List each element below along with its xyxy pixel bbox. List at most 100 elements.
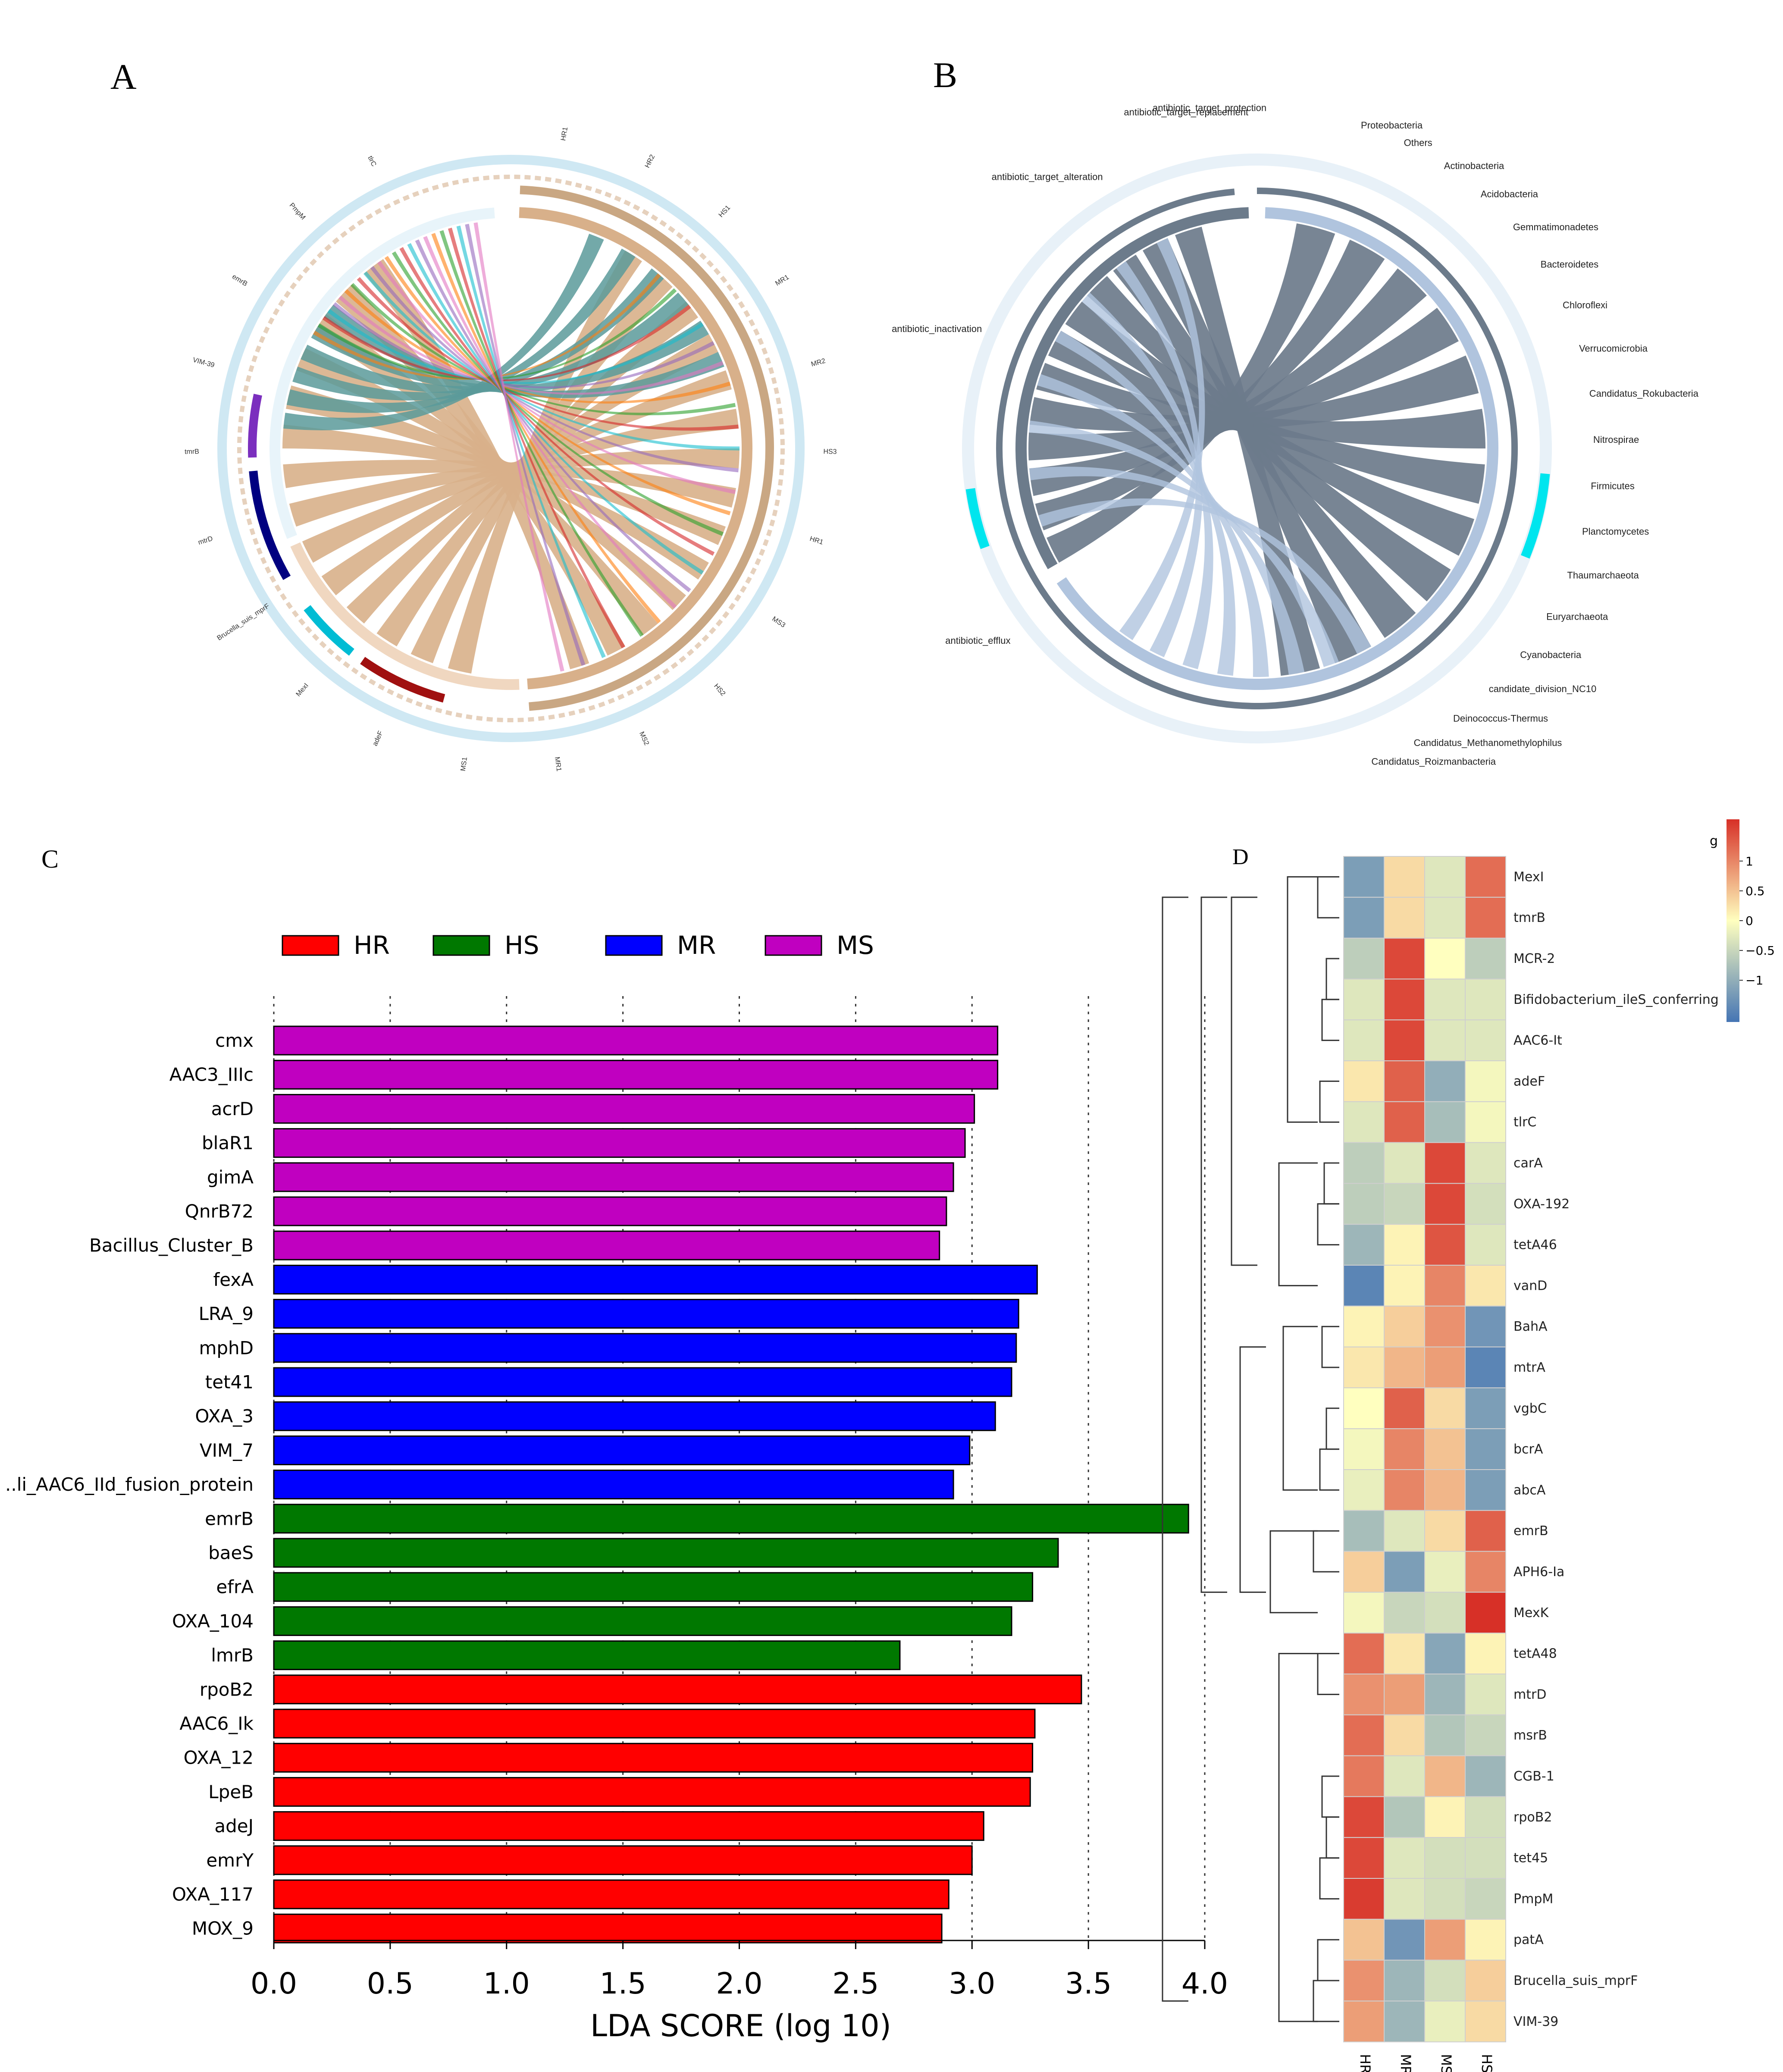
d-colorbar-tick-label: 0.5	[1745, 884, 1765, 898]
c-bar	[273, 1264, 1038, 1295]
d-heatmap-cell	[1343, 1837, 1385, 1879]
d-heatmap-cell	[1343, 1019, 1385, 1061]
d-heatmap-cell	[1343, 1592, 1385, 1634]
d-heatmap-cell	[1424, 1265, 1466, 1307]
c-category-labels: cmx AAC3_IIIc acrD blaR1 gimA QnrB72 Bacillus_…	[5, 1030, 254, 1939]
c-category-label: emrB	[205, 1508, 254, 1529]
d-heatmap-cell	[1424, 856, 1466, 898]
c-bar	[273, 1777, 1031, 1807]
c-bar	[273, 1470, 954, 1500]
d-heatmap-cell	[1384, 1959, 1425, 2002]
d-dendro-branch	[1317, 1653, 1339, 1695]
d-heatmap-cell	[1343, 1101, 1385, 1143]
d-heatmap-cell	[1343, 1060, 1385, 1102]
c-category-label: baeS	[208, 1542, 254, 1564]
c-category-label: OXA_117	[172, 1884, 254, 1905]
c-category-label: emrY	[206, 1849, 254, 1871]
d-heatmap-cell	[1343, 1755, 1385, 1797]
d-heatmap-cell	[1343, 978, 1385, 1021]
d-heatmap-cell	[1384, 1305, 1425, 1348]
c-bar	[273, 1811, 984, 1841]
d-dendro-branch	[1319, 1857, 1339, 1900]
c-category-label: AAC6_Ik	[179, 1713, 254, 1734]
d-heatmap-cell	[1424, 1633, 1466, 1674]
c-legend-swatch	[765, 935, 822, 956]
d-heatmap-cell	[1384, 1714, 1425, 1756]
c-x-axis-label: LDA SCORE (log 10)	[590, 2008, 891, 2044]
c-bar	[273, 1060, 999, 1090]
d-heatmap-cell	[1384, 897, 1425, 939]
d-heatmap-cell	[1465, 1592, 1506, 1634]
d-heatmap-cell	[1465, 1510, 1506, 1552]
c-category-label: QnrB72	[185, 1201, 254, 1222]
c-x-axis: LDA SCORE (log 10) 0.0 0.5 1.0 1.5 2.0 2.5 3.0…	[251, 1940, 1228, 2044]
d-dendro-branch	[1231, 897, 1257, 1266]
d-heatmap-cell	[1424, 1060, 1466, 1102]
d-heatmap-cell	[1343, 1142, 1385, 1184]
c-category-label: cmx	[215, 1030, 254, 1051]
c-bar	[273, 1708, 1036, 1739]
c-category-label: ..li_AAC6_IId_fusion_protein	[5, 1474, 254, 1495]
d-heatmap-cell	[1465, 1959, 1506, 2002]
c-bar	[273, 1367, 1012, 1397]
d-dendro-branch	[1278, 1162, 1318, 1286]
c-legend: HR HS MR MS	[282, 931, 874, 960]
d-heatmap-cell	[1424, 1714, 1466, 1756]
d-row-label: tetA46	[1514, 1238, 1557, 1253]
d-row-label: msrB	[1514, 1728, 1547, 1743]
d-row-label: abcA	[1514, 1483, 1546, 1498]
d-row-label: AAC6-It	[1514, 1033, 1562, 1048]
d-heatmap-cell	[1465, 897, 1506, 939]
d-heatmap-cell	[1424, 1428, 1466, 1470]
d-heatmap-cell	[1343, 2000, 1385, 2043]
d-row-label: tlrC	[1514, 1115, 1536, 1130]
c-x-tick-label: 3.0	[949, 1967, 995, 2001]
d-colorbar-tick-label: −0.5	[1745, 944, 1775, 958]
panel-c-letter: C	[41, 845, 59, 873]
d-colorbar-bar	[1727, 819, 1739, 1022]
d-heatmap-cell	[1384, 1878, 1425, 1920]
d-heatmap-cell	[1343, 1959, 1385, 2002]
d-heatmap-cell	[1465, 1346, 1506, 1389]
d-heatmap-cell	[1465, 2000, 1506, 2043]
d-heatmap-cell	[1384, 1592, 1425, 1634]
c-x-tick-label: 4.0	[1181, 1967, 1228, 2001]
d-dendro-branch	[1325, 1816, 1339, 1859]
c-bar	[273, 1572, 1034, 1602]
d-heatmap-cells	[1343, 856, 1506, 2043]
c-category-label: rpoB2	[200, 1679, 254, 1700]
c-legend-swatch	[605, 935, 663, 956]
c-bar	[273, 1128, 966, 1158]
c-bars	[273, 1025, 1189, 1943]
c-bar	[273, 1299, 1019, 1329]
c-category-label: lmrB	[211, 1645, 254, 1666]
d-column-label: HS	[1479, 2054, 1495, 2072]
d-heatmap-cell	[1465, 1551, 1506, 1593]
c-bar	[273, 1230, 940, 1260]
d-heatmap-cell	[1424, 1878, 1466, 1920]
panel-d-letter: D	[1232, 845, 1249, 869]
d-dendro-branch	[1319, 1448, 1339, 1491]
d-heatmap-cell	[1343, 1387, 1385, 1429]
c-category-label: tet41	[205, 1372, 254, 1393]
d-heatmap-cell	[1465, 856, 1506, 898]
d-heatmap-cell	[1384, 1469, 1425, 1511]
d-heatmap-cell	[1424, 1019, 1466, 1061]
d-column-label: MS	[1438, 2054, 1454, 2072]
d-heatmap-cell	[1424, 1142, 1466, 1184]
d-heatmap-cell	[1424, 1346, 1466, 1389]
d-heatmap-cell	[1424, 2000, 1466, 2043]
d-heatmap-cell	[1424, 1755, 1466, 1797]
c-category-label: acrD	[211, 1098, 254, 1119]
c-category-label: LRA_9	[199, 1303, 254, 1324]
d-dendro-branch	[1325, 1407, 1339, 1450]
d-row-label: emrB	[1514, 1523, 1548, 1539]
c-bar	[273, 1743, 1034, 1773]
c-bar	[273, 1025, 999, 1056]
d-heatmap-cell	[1343, 1265, 1385, 1307]
d-heatmap-cell	[1343, 1551, 1385, 1593]
c-category-label: AAC3_IIIc	[169, 1064, 254, 1085]
d-heatmap-cell	[1465, 978, 1506, 1021]
d-heatmap-cell	[1343, 1183, 1385, 1225]
d-heatmap-cell	[1384, 1510, 1425, 1552]
